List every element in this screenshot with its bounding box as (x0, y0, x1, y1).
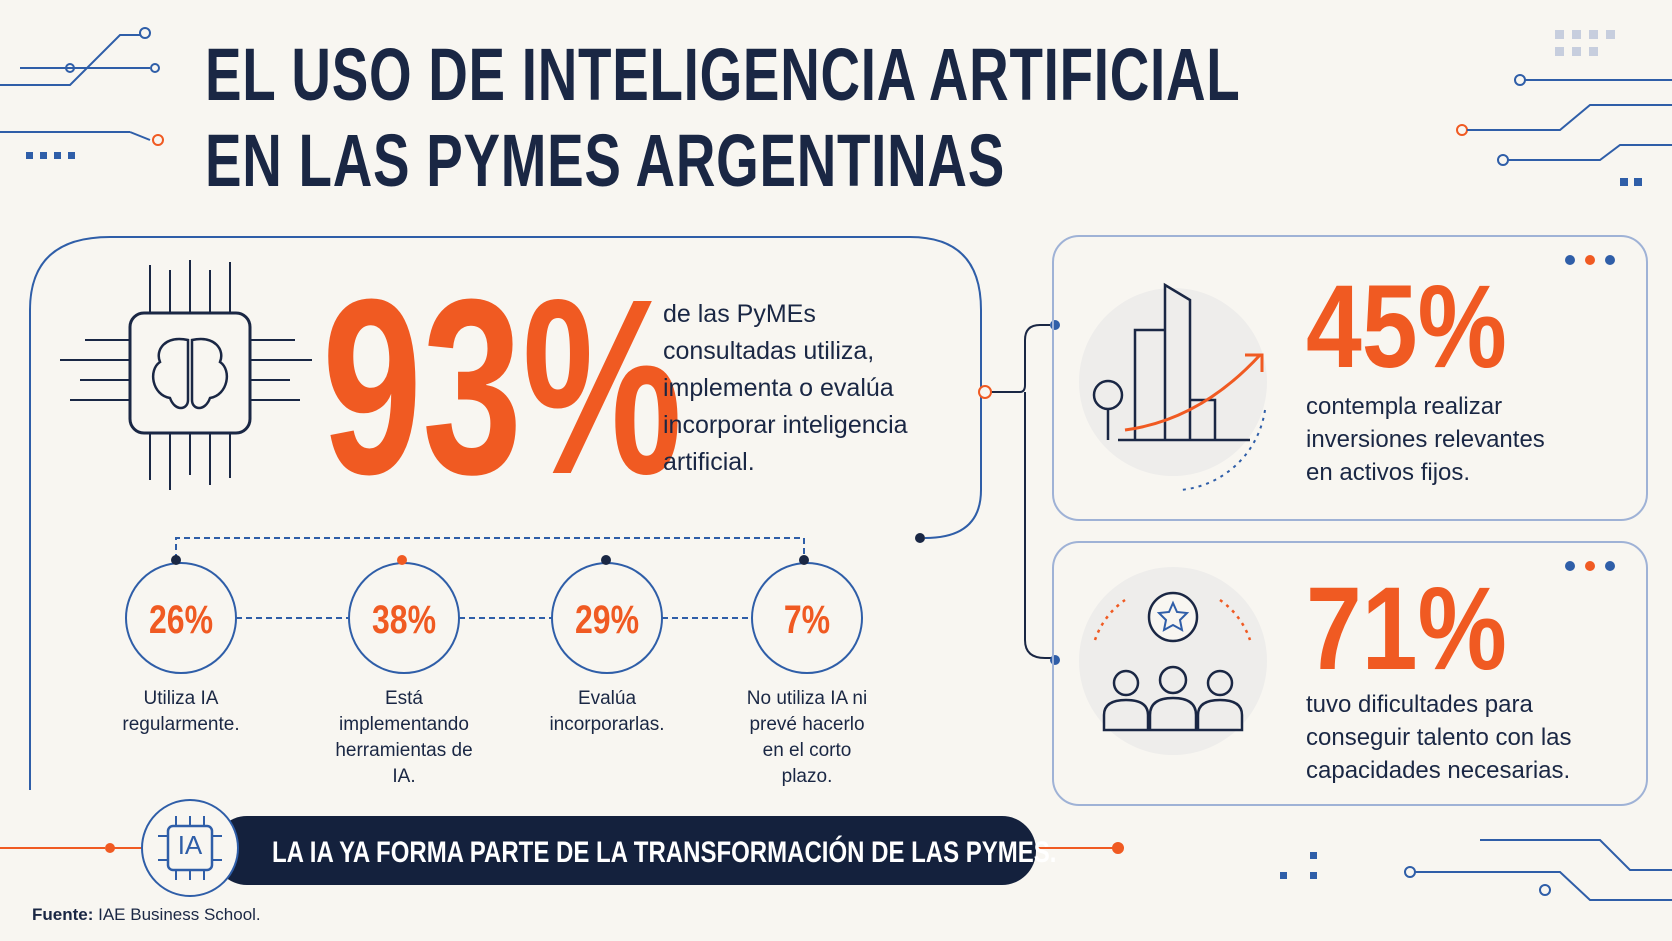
dots (26, 152, 1642, 879)
chip-icon (60, 260, 312, 490)
breakdown-label: Está implementando herramientas de IA. (335, 688, 473, 787)
building-icon (1079, 282, 1267, 491)
card-frame (1052, 235, 1648, 521)
circuit-top-right (1456, 74, 1672, 166)
card-text: contempla realizar inversiones relevante… (1306, 393, 1545, 486)
source-text: IAE Business School. (98, 905, 261, 924)
source: Fuente: IAE Business School. (32, 905, 261, 925)
circuit-top-left (0, 27, 164, 146)
title: EN LAS PYMES ARGENTINAS (205, 119, 1005, 202)
card-value: 45% (1306, 261, 1507, 393)
breakdown-value: 29% (574, 598, 640, 642)
banner (213, 816, 1036, 885)
breakdown-value: 7% (783, 598, 831, 642)
breakdown-circles (125, 562, 863, 674)
circuit-bottom-right (1036, 839, 1672, 901)
team-icon (1079, 567, 1267, 755)
card-text: tuvo dificultades para conseguir talento… (1306, 691, 1572, 784)
main-text: de las PyMEs consultadas utiliza, implem… (663, 300, 908, 476)
card-frame (1052, 541, 1648, 806)
title: EL USO DE INTELIGENCIA ARTIFICIAL (205, 33, 1241, 116)
main-panel (29, 236, 982, 790)
source-label: Fuente: (32, 905, 94, 924)
banner-text: LA IA YA FORMA PARTE DE LA TRANSFORMACIÓ… (272, 836, 1057, 869)
card-value: 71% (1306, 563, 1507, 695)
connector (175, 537, 805, 560)
breakdown-label: Utiliza IA regularmente. (122, 688, 240, 735)
dots (1565, 255, 1615, 571)
main-value: 93% (322, 247, 683, 526)
breakdown-label: Evalúa incorporarlas. (549, 688, 665, 735)
breakdown-label: No utiliza IA ni prevé hacerlo en el cor… (746, 688, 868, 787)
breakdown-value: 26% (148, 598, 214, 642)
breakdown-value: 38% (371, 598, 437, 642)
banner-icon-text: IA (177, 830, 203, 860)
